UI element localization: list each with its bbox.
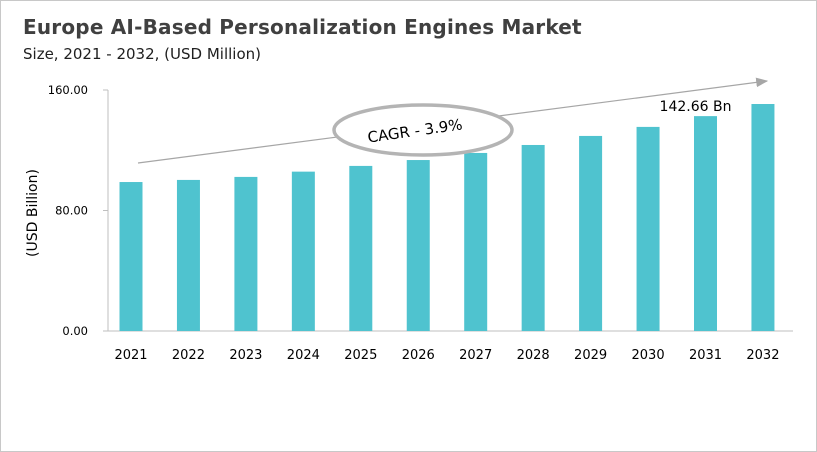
x-tick-label: 2030: [632, 348, 665, 363]
chart-title: Europe AI-Based Personalization Engines …: [23, 15, 582, 39]
chart-subtitle: Size, 2021 - 2032, (USD Million): [23, 45, 261, 63]
x-tick-label: 2021: [114, 348, 147, 363]
bar-2021: [119, 182, 143, 331]
x-tick-label: 2023: [229, 348, 262, 363]
bar-2031: [694, 116, 717, 331]
x-tick-label: 2022: [172, 348, 205, 363]
x-tick-label: 2024: [287, 348, 320, 363]
bar-2024: [291, 171, 315, 331]
bar-2027: [464, 152, 488, 331]
bar-2023: [234, 176, 258, 331]
bar-2032: [751, 104, 775, 332]
data-label-2031: 142.66 Bn: [660, 99, 732, 115]
bar-2026: [406, 160, 430, 331]
bar-2030: [636, 126, 660, 331]
bar-2028: [521, 144, 545, 331]
x-tick-label: 2026: [402, 348, 435, 363]
y-axis-label: (USD Billion): [25, 169, 41, 257]
x-tick-label: 2032: [746, 348, 779, 363]
y-tick-label: 160.00: [48, 83, 88, 97]
cagr-ellipse: [332, 103, 514, 157]
y-tick-label: 80.00: [55, 204, 88, 218]
bar-2029: [579, 135, 603, 331]
x-tick-label: 2029: [574, 348, 607, 363]
x-tick-label: 2025: [344, 348, 377, 363]
y-tick-label: 0.00: [62, 324, 88, 338]
bar-2025: [349, 165, 373, 331]
x-tick-label: 2028: [517, 348, 550, 363]
x-tick-label: 2027: [459, 348, 492, 363]
bar-2022: [176, 179, 200, 331]
x-tick-label: 2031: [689, 348, 722, 363]
